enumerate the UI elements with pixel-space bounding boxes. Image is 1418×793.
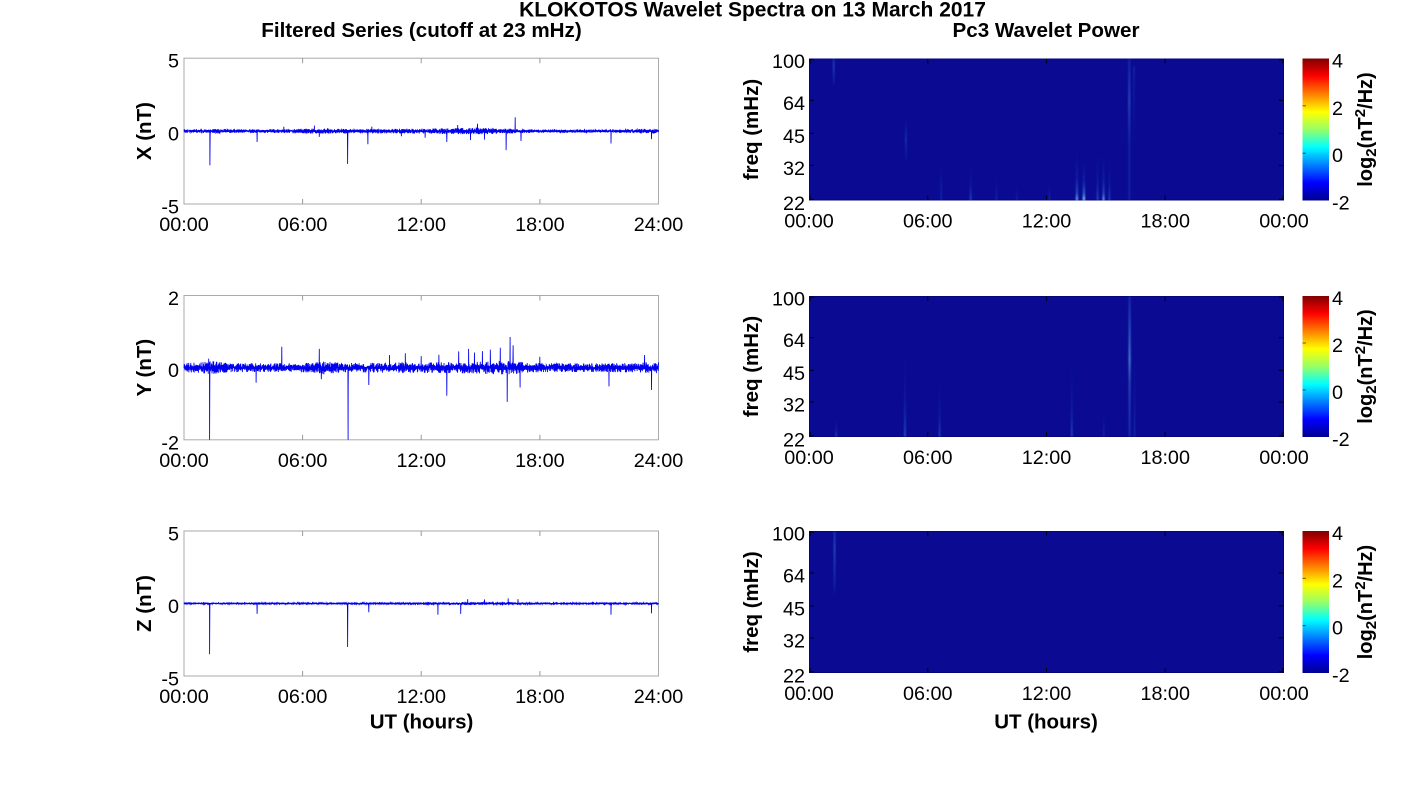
svg-text:00:00: 00:00 — [159, 214, 209, 236]
svg-text:KLOKOTOS Wavelet Spectra on 13: KLOKOTOS Wavelet Spectra on 13 March 201… — [519, 0, 986, 22]
svg-text:64: 64 — [783, 565, 805, 587]
svg-text:45: 45 — [783, 126, 805, 148]
svg-text:12:00: 12:00 — [1022, 447, 1072, 469]
svg-text:4: 4 — [1332, 51, 1343, 73]
svg-text:06:00: 06:00 — [278, 686, 328, 708]
svg-text:100: 100 — [772, 51, 805, 73]
svg-text:06:00: 06:00 — [903, 447, 953, 469]
svg-text:log2(nT2/Hz): log2(nT2/Hz) — [1352, 545, 1380, 659]
svg-text:32: 32 — [783, 630, 805, 652]
svg-text:5: 5 — [168, 524, 179, 546]
svg-text:4: 4 — [1332, 523, 1343, 545]
svg-text:4: 4 — [1332, 288, 1343, 310]
svg-text:64: 64 — [783, 93, 805, 115]
svg-text:22: 22 — [783, 193, 805, 215]
svg-text:0: 0 — [1332, 145, 1343, 167]
svg-text:18:00: 18:00 — [515, 450, 565, 472]
svg-text:06:00: 06:00 — [278, 450, 328, 472]
svg-text:-5: -5 — [161, 197, 179, 219]
svg-text:12:00: 12:00 — [396, 214, 446, 236]
svg-text:-2: -2 — [1332, 193, 1350, 215]
svg-text:45: 45 — [783, 598, 805, 620]
svg-text:12:00: 12:00 — [1022, 211, 1072, 233]
svg-text:5: 5 — [168, 51, 179, 73]
svg-text:0: 0 — [168, 360, 179, 382]
svg-text:00:00: 00:00 — [1259, 211, 1309, 233]
svg-text:-2: -2 — [161, 432, 179, 454]
svg-text:100: 100 — [772, 289, 805, 311]
svg-text:Pc3 Wavelet Power: Pc3 Wavelet Power — [953, 19, 1140, 42]
svg-text:18:00: 18:00 — [1140, 211, 1190, 233]
svg-text:UT (hours): UT (hours) — [370, 711, 474, 734]
svg-text:freq (mHz): freq (mHz) — [740, 79, 763, 180]
svg-text:00:00: 00:00 — [159, 450, 209, 472]
svg-text:18:00: 18:00 — [1140, 683, 1190, 705]
svg-text:-2: -2 — [1332, 429, 1350, 451]
svg-text:0: 0 — [1332, 382, 1343, 404]
svg-text:06:00: 06:00 — [278, 214, 328, 236]
svg-text:00:00: 00:00 — [784, 447, 834, 469]
svg-text:freq (mHz): freq (mHz) — [740, 316, 763, 417]
svg-text:00:00: 00:00 — [784, 683, 834, 705]
svg-text:X (nT): X (nT) — [133, 102, 156, 160]
svg-text:00:00: 00:00 — [784, 211, 834, 233]
svg-text:00:00: 00:00 — [1259, 447, 1309, 469]
svg-text:0: 0 — [168, 124, 179, 146]
svg-text:32: 32 — [783, 158, 805, 180]
svg-text:Filtered Series (cutoff at 23: Filtered Series (cutoff at 23 mHz) — [261, 19, 581, 42]
svg-text:12:00: 12:00 — [1022, 683, 1072, 705]
svg-text:18:00: 18:00 — [515, 214, 565, 236]
svg-text:log2(nT2/Hz): log2(nT2/Hz) — [1352, 309, 1380, 423]
svg-text:18:00: 18:00 — [515, 686, 565, 708]
svg-text:22: 22 — [783, 666, 805, 688]
svg-text:100: 100 — [772, 524, 805, 546]
svg-text:0: 0 — [168, 596, 179, 618]
svg-text:06:00: 06:00 — [903, 683, 953, 705]
svg-text:06:00: 06:00 — [903, 211, 953, 233]
svg-text:24:00: 24:00 — [634, 214, 684, 236]
svg-text:Y (nT): Y (nT) — [133, 339, 156, 397]
svg-text:2: 2 — [1332, 570, 1343, 592]
svg-text:2: 2 — [1332, 98, 1343, 120]
svg-text:-2: -2 — [1332, 665, 1350, 687]
svg-text:2: 2 — [168, 288, 179, 310]
svg-text:45: 45 — [783, 363, 805, 385]
svg-text:Z (nT): Z (nT) — [133, 575, 156, 632]
svg-text:22: 22 — [783, 430, 805, 452]
svg-text:64: 64 — [783, 330, 805, 352]
svg-text:UT (hours): UT (hours) — [994, 711, 1098, 734]
svg-text:12:00: 12:00 — [396, 450, 446, 472]
svg-text:32: 32 — [783, 395, 805, 417]
svg-text:24:00: 24:00 — [634, 450, 684, 472]
svg-text:2: 2 — [1332, 335, 1343, 357]
svg-text:12:00: 12:00 — [396, 686, 446, 708]
svg-text:freq (mHz): freq (mHz) — [740, 551, 763, 652]
svg-text:00:00: 00:00 — [1259, 683, 1309, 705]
svg-text:00:00: 00:00 — [159, 686, 209, 708]
svg-text:log2(nT2/Hz): log2(nT2/Hz) — [1352, 72, 1380, 186]
svg-text:0: 0 — [1332, 618, 1343, 640]
svg-text:24:00: 24:00 — [634, 686, 684, 708]
svg-text:-5: -5 — [161, 669, 179, 691]
svg-text:18:00: 18:00 — [1140, 447, 1190, 469]
